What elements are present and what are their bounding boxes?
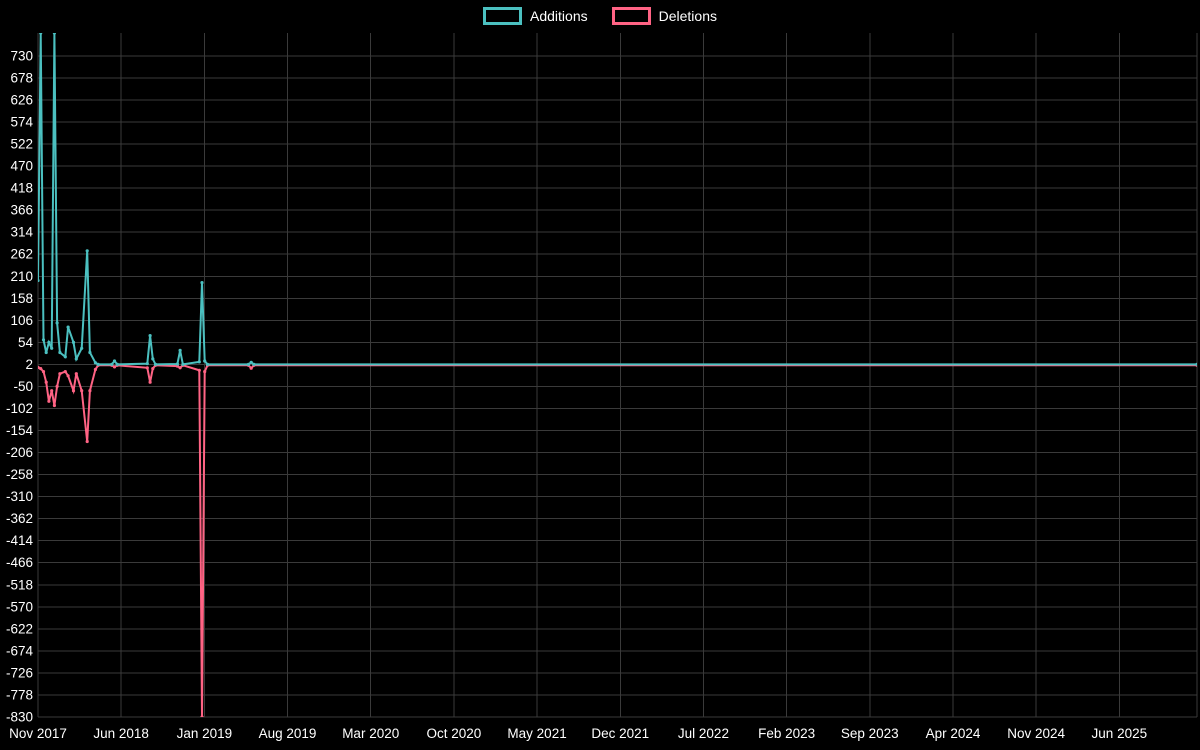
x-axis-label: Feb 2023 [758,726,815,741]
additions-line [38,33,1197,366]
y-axis-tick-label: -154 [6,423,34,438]
x-axis-label: Jan 2019 [177,726,233,741]
y-axis-tick-label: -414 [6,533,34,548]
series-point-markers [38,33,1197,717]
y-axis-tick-label: -674 [6,643,34,658]
legend-label-deletions: Deletions [658,8,717,24]
y-axis-tick-label: -570 [6,599,33,614]
axis-labels: Nov 2017 Jun 2018 Jan 2019 Aug 2019 Mar 2020… [6,48,1147,741]
legend-label-additions: Additions [530,8,588,24]
y-axis-tick-label: -518 [6,577,33,592]
y-axis-tick-label: -310 [6,489,33,504]
y-axis-tick-label: 262 [10,247,33,262]
y-axis-tick-label: 210 [10,269,33,284]
y-axis-tick-label: 106 [10,313,33,328]
y-axis-tick-label: 522 [10,137,33,152]
y-axis-tick-label: -466 [6,555,33,570]
y-axis-tick-label: -206 [6,445,33,460]
series-lines [38,33,1197,717]
x-axis-label: Dec 2021 [591,726,649,741]
deletions-swatch-icon [611,7,651,25]
y-axis-tick-label: -778 [6,687,33,702]
x-axis-label: Sep 2023 [841,726,899,741]
gridlines [37,33,1198,718]
x-axis-label: Mar 2020 [342,726,399,741]
x-axis-label: Jun 2025 [1092,726,1148,741]
x-axis-label: Oct 2020 [427,726,482,741]
y-axis-tick-label: 626 [10,92,33,107]
chart-legend: Additions Deletions [0,7,1200,25]
x-axis-label: Nov 2017 [9,726,67,741]
y-axis-tick-label: 366 [10,203,33,218]
y-axis-tick-label: 418 [10,181,33,196]
y-axis-tick-label: 730 [10,48,33,63]
additions-swatch-icon [483,7,523,25]
y-axis-tick-label: 158 [10,291,33,306]
y-axis-tick-label: 574 [10,114,33,129]
y-axis-tick-label: -830 [6,710,33,725]
y-axis-tick-label: 678 [10,70,33,85]
y-axis-tick-label: -726 [6,665,33,680]
x-axis-label: Jun 2018 [93,726,149,741]
y-axis-tick-label: 314 [10,225,33,240]
y-axis-tick-label: 54 [18,335,34,350]
y-axis-tick-label: 2 [25,357,33,372]
legend-item-deletions[interactable]: Deletions [611,7,717,25]
legend-item-additions[interactable]: Additions [483,7,588,25]
x-axis-label: Jul 2022 [678,726,729,741]
x-axis-label: Aug 2019 [259,726,317,741]
y-axis-tick-label: -102 [6,401,33,416]
y-axis-tick-label: 470 [10,159,33,174]
x-axis-label: May 2021 [507,726,566,741]
y-axis-tick-label: -50 [13,379,33,394]
y-axis-tick-label: -622 [6,621,33,636]
x-axis-label: Nov 2024 [1007,726,1065,741]
x-axis-label: Apr 2024 [926,726,981,741]
y-axis-tick-label: -258 [6,467,33,482]
y-axis-tick-label: -362 [6,511,33,526]
